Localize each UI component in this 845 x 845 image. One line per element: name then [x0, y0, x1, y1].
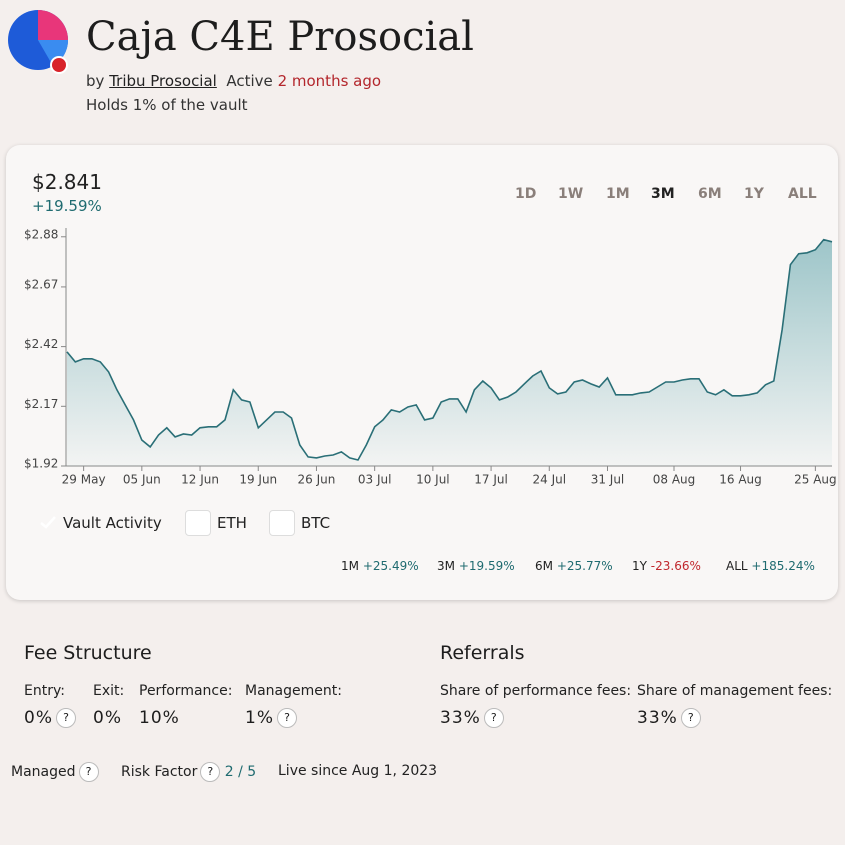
x-tick-label: 19 Jun: [239, 473, 277, 487]
x-tick-label: 25 Aug: [794, 473, 837, 487]
fee-label: Entry:: [24, 683, 65, 699]
x-tick-label: 29 May: [62, 473, 106, 487]
fee-label: Exit:: [93, 683, 125, 699]
fee-value-text: 1%: [245, 708, 274, 728]
author-link[interactable]: Tribu Prosocial: [109, 72, 217, 90]
help-icon[interactable]: [78, 762, 99, 782]
x-tick-label: 12 Jun: [181, 473, 219, 487]
fee-value: 0%: [24, 708, 76, 728]
performance-item: 1Y -23.66%: [632, 559, 701, 573]
x-tick-label: 31 Jul: [591, 473, 625, 487]
help-icon[interactable]: [680, 708, 701, 728]
fee-label: Share of performance fees:: [440, 683, 632, 699]
performance-item: 3M +19.59%: [437, 559, 515, 573]
fee-value: 10%: [139, 708, 180, 728]
legend-label: Vault Activity: [63, 514, 162, 532]
area: [67, 239, 832, 466]
check-mark: [40, 516, 56, 529]
byline: by Tribu Prosocial Active 2 months ago: [86, 72, 381, 90]
fee-value-text: 0%: [93, 708, 122, 728]
fee-value: 33%: [440, 708, 504, 728]
performance-value: +19.59%: [458, 559, 515, 573]
range-button[interactable]: ALL: [788, 186, 817, 202]
fee-value: 33%: [637, 708, 701, 728]
x-tick-label: 24 Jul: [533, 473, 567, 487]
performance-item: 6M +25.77%: [535, 559, 613, 573]
y-tick-label: $2.67: [24, 277, 58, 291]
performance-item: ALL +185.24%: [726, 559, 815, 573]
range-button[interactable]: 1D: [515, 186, 537, 202]
y-tick-label: $1.92: [24, 457, 58, 471]
legend-label: BTC: [301, 514, 331, 532]
help-icon[interactable]: [200, 762, 221, 782]
legend-checkbox[interactable]: [185, 510, 211, 536]
line: [66, 238, 833, 461]
legend-checkbox[interactable]: [269, 510, 295, 536]
legend-label: ETH: [217, 514, 247, 532]
performance-label: ALL: [726, 559, 748, 573]
y-tick-label: $2.17: [24, 397, 58, 411]
risk-label: Risk Factor: [121, 764, 198, 780]
performance-label: 1Y: [632, 559, 647, 573]
performance-value: +25.77%: [556, 559, 613, 573]
fee-value-text: 33%: [637, 708, 678, 728]
performance-item: 1M +25.49%: [341, 559, 419, 573]
fee-value-text: 0%: [24, 708, 53, 728]
logo-slice: [38, 10, 68, 40]
vault-logo: [8, 10, 69, 74]
range-button[interactable]: 6M: [698, 186, 722, 202]
chart-card: [6, 145, 838, 600]
fee-value: 1%: [245, 708, 297, 728]
fee-label: Performance:: [139, 683, 233, 699]
range-button[interactable]: 1Y: [744, 186, 764, 202]
help-icon[interactable]: [483, 708, 504, 728]
risk: Risk Factor 2 / 5: [121, 762, 256, 782]
managed: Managed: [11, 762, 99, 782]
risk-value: 2 / 5: [224, 764, 257, 780]
performance-label: 6M: [535, 559, 553, 573]
fee-value-text: 33%: [440, 708, 481, 728]
performance-value: +25.49%: [362, 559, 419, 573]
referrals-title: Referrals: [440, 642, 525, 664]
active: Active: [226, 72, 273, 90]
chart: $1.92 $2.17 $2.42 $2.67 $2.88 29 May 05 Jun 12 …: [24, 227, 837, 487]
vault-title: Caja C4E Prosocial: [86, 14, 474, 60]
fee-value: 0%: [93, 708, 122, 728]
help-icon[interactable]: [55, 708, 76, 728]
by: by: [86, 72, 105, 90]
performance-label: 3M: [437, 559, 455, 573]
price: $2.841: [32, 170, 102, 194]
performance-value: +185.24%: [751, 559, 815, 573]
active-since: 2 months ago: [277, 72, 382, 90]
live-since: Live since Aug 1, 2023: [278, 763, 438, 779]
fee-value-text: 10%: [139, 708, 180, 728]
price-change: +19.59%: [32, 197, 102, 215]
x-tick-label: 16 Aug: [719, 473, 762, 487]
help-icon[interactable]: [276, 708, 297, 728]
y-tick-label: $2.88: [24, 227, 58, 241]
range-button[interactable]: 1W: [558, 186, 584, 202]
performance-label: 1M: [341, 559, 359, 573]
x-tick-label: 08 Aug: [653, 473, 696, 487]
logo-badge: [52, 58, 66, 72]
holds: Holds 1% of the vault: [86, 96, 248, 114]
x-tick-label: 03 Jul: [358, 473, 392, 487]
fee-label: Share of management fees:: [637, 683, 833, 699]
performance-value: -23.66%: [650, 559, 701, 573]
y-tick-label: $2.42: [24, 337, 58, 351]
x-tick-label: 05 Jun: [123, 473, 161, 487]
legend-checkbox[interactable]: [37, 510, 61, 534]
range-button[interactable]: 1M: [606, 186, 630, 202]
range-button[interactable]: 3M: [651, 186, 675, 202]
x-tick-label: 10 Jul: [416, 473, 450, 487]
managed-label: Managed: [11, 764, 76, 780]
fee-label: Management:: [245, 683, 342, 699]
x-tick-label: 17 Jul: [474, 473, 508, 487]
fees-title: Fee Structure: [24, 642, 152, 664]
x-tick-label: 26 Jun: [298, 473, 336, 487]
